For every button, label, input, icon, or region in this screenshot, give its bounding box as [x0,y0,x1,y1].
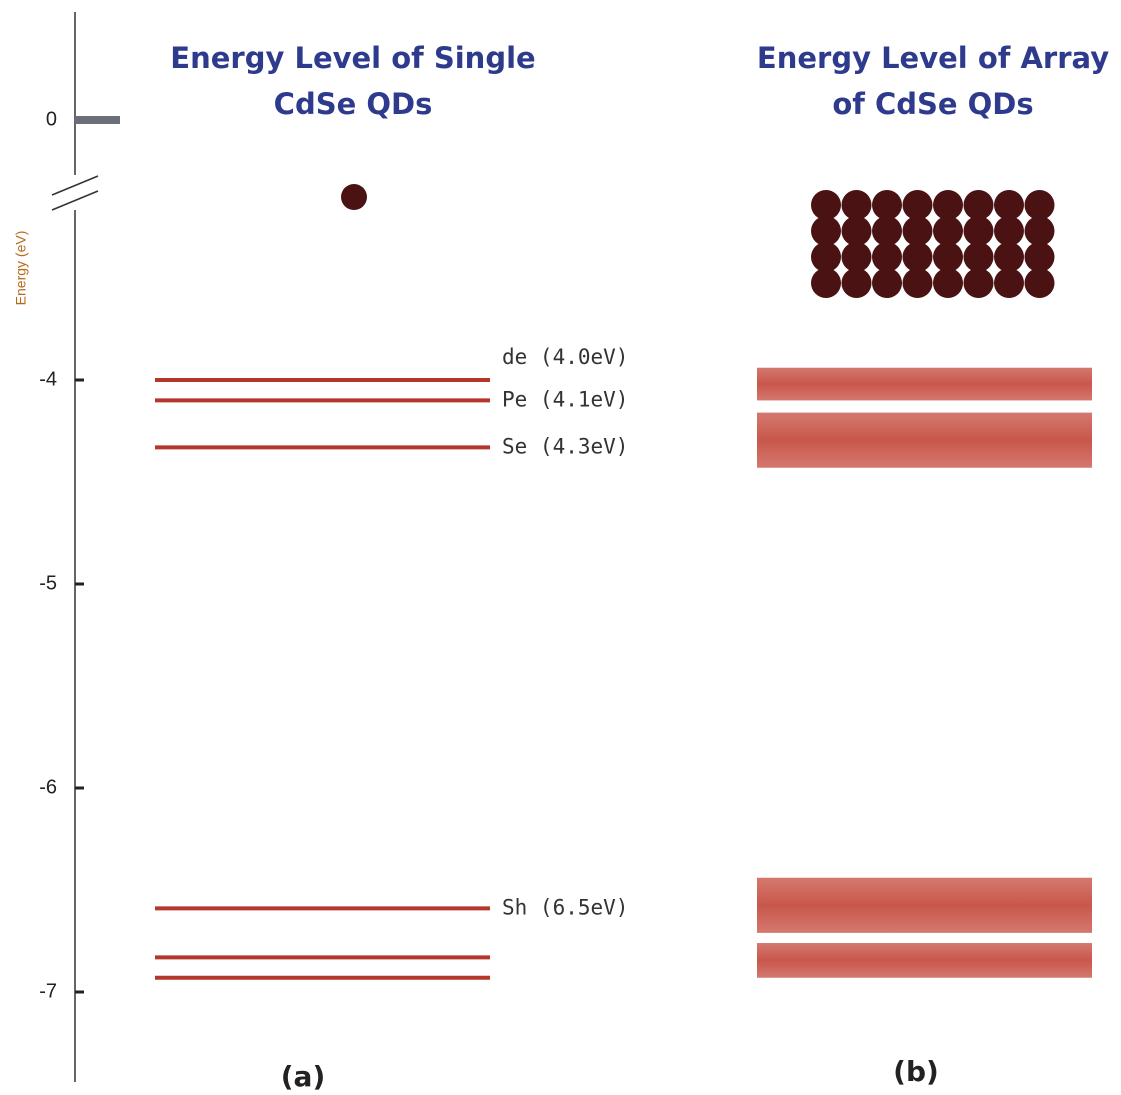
y-tick-label: -4 [39,368,57,390]
band-shade [757,367,1092,401]
quantum-dot [963,190,994,220]
panel-title: CdSe QDs [274,87,433,121]
quantum-dot [811,216,841,246]
quantum-dot [841,190,872,220]
quantum-dot [963,268,994,298]
quantum-dot [902,216,933,246]
quantum-dot [902,242,933,272]
quantum-dot [963,216,994,246]
y-tick-label: 0 [46,108,57,130]
quantum-dot [872,190,902,220]
band-shade [757,412,1092,468]
panel-title: Energy Level of Array [757,41,1109,75]
axis-break [51,190,99,211]
quantum-dot [902,190,933,220]
quantum-dot [1024,268,1055,298]
quantum-dot [994,216,1024,246]
quantum-dot [933,190,963,220]
y-tick-label: -6 [39,776,57,798]
level-label: Se (4.3eV) [502,434,628,458]
quantum-dot [841,242,872,272]
axis-label: Energy (eV) [13,231,29,306]
y-tick-label: -5 [39,572,57,594]
quantum-dot [841,268,872,298]
quantum-dot [872,216,902,246]
quantum-dot [1024,190,1055,220]
quantum-dot [933,216,963,246]
panel-b: Energy Level of Array of CdSe QDs (b) [757,41,1109,1088]
quantum-dot [933,242,963,272]
panel-caption: (b) [893,1055,939,1088]
band-shade [757,877,1092,933]
band-shade [757,943,1092,978]
quantum-dot [994,190,1024,220]
quantum-dot [872,268,902,298]
level-label: Sh (6.5eV) [502,895,628,919]
quantum-dot [994,268,1024,298]
panel-title: Energy Level of Single [170,41,535,75]
quantum-dot [872,242,902,272]
quantum-dot [933,268,963,298]
quantum-dot [341,184,367,210]
quantum-dot [902,268,933,298]
panel-a: Energy Level of Single CdSe QDs (a) de (4.0… [155,41,628,1093]
quantum-dot [841,216,872,246]
axis-break [51,175,99,196]
panel-caption: (a) [281,1060,326,1093]
quantum-dot [994,242,1024,272]
quantum-dot [963,242,994,272]
panel-title: of CdSe QDs [832,87,1033,121]
level-label: de (4.0eV) [502,345,628,369]
level-label: Pe (4.1eV) [502,387,628,411]
quantum-dot [811,190,841,220]
quantum-dot [1024,216,1055,246]
quantum-dot [1024,242,1055,272]
y-tick-label: -7 [39,980,57,1002]
quantum-dot [811,242,841,272]
quantum-dot [811,268,841,298]
